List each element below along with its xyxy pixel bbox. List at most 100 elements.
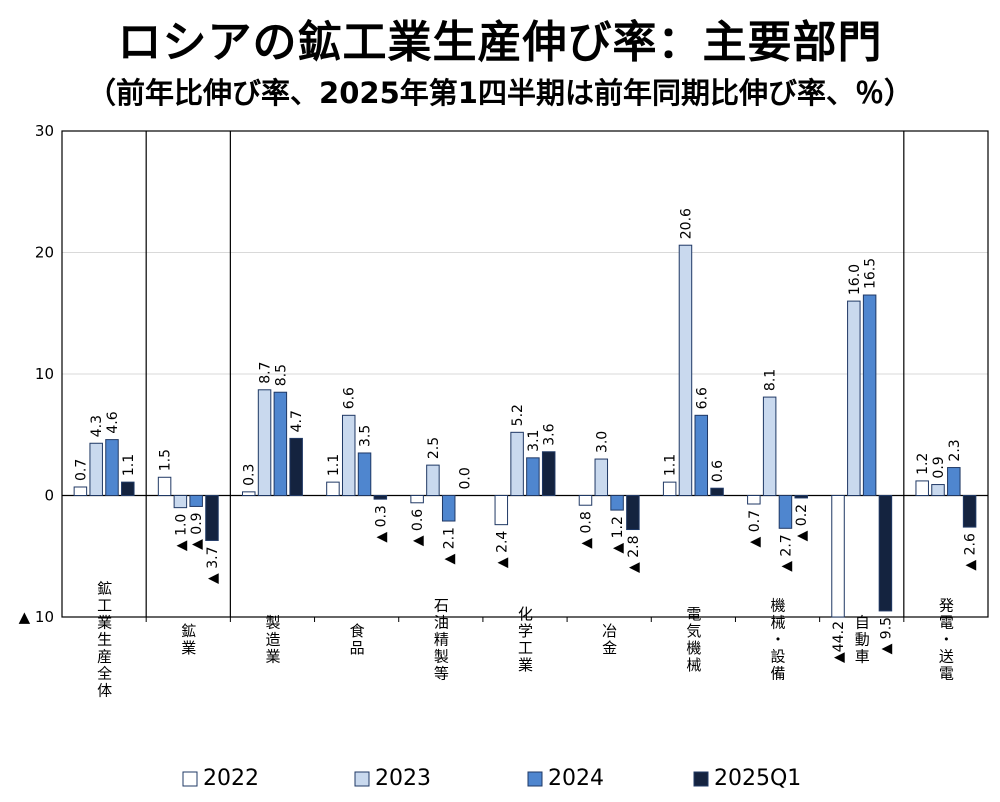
data-label: 4.6: [105, 411, 121, 433]
data-label: 0.6: [710, 460, 726, 482]
category-label: 製造業: [263, 615, 281, 666]
data-label: 8.1: [763, 369, 779, 391]
bar-2023-4: [426, 464, 440, 496]
data-label: 0.7: [73, 459, 89, 481]
data-label: 6.6: [342, 387, 358, 409]
bar-2024-4: [441, 495, 456, 522]
category-label: 食品: [348, 623, 366, 657]
data-label: ▲ 0.9: [189, 512, 205, 549]
y-tick-label: 30: [35, 122, 54, 140]
bar-2022-8: [747, 495, 761, 505]
data-label: 1.5: [158, 449, 174, 471]
bar-2025Q1-2: [289, 437, 303, 496]
category-label: 発電・送電: [937, 598, 955, 683]
category-label: 石油精製等: [432, 598, 450, 683]
data-label: ▲ 3.7: [205, 546, 221, 583]
bar-2024-3: [357, 452, 372, 497]
data-label: 3.5: [358, 425, 374, 447]
data-label: 8.7: [258, 362, 274, 384]
legend-label-2024: 2024: [548, 766, 604, 791]
bar-2022-1: [157, 476, 172, 496]
bar-2022-9: [831, 495, 845, 618]
bar-2022-10: [915, 480, 929, 497]
bar-2023-2: [257, 389, 272, 497]
data-label: 20.6: [678, 208, 694, 239]
bar-2023-0: [89, 442, 103, 497]
data-label: ▲ 2.4: [494, 531, 510, 569]
bar-2024-5: [526, 457, 540, 496]
data-label: 4.7: [289, 410, 305, 432]
data-label: 5.2: [510, 404, 526, 426]
bar-2025Q1-10: [962, 495, 977, 528]
data-label: 4.3: [89, 415, 105, 437]
bar-2024-9: [862, 294, 877, 496]
data-label: ▲ 0.2: [794, 504, 810, 541]
data-label: 1.1: [663, 454, 679, 476]
data-label: ▲ 1.0: [173, 514, 189, 551]
bar-2025Q1-8: [794, 495, 808, 499]
bar-2025Q1-3: [373, 495, 388, 500]
legend-swatch-2024: [527, 771, 543, 787]
data-label: ▲ 9.5: [878, 617, 894, 654]
bar-2024-10: [947, 467, 961, 496]
data-label: ▲ 1.2: [610, 516, 626, 553]
y-tick-label: 10: [35, 365, 54, 383]
data-label: 6.6: [694, 387, 710, 409]
bar-2024-6: [610, 495, 624, 511]
data-label: 16.5: [863, 258, 879, 289]
bar-2022-4: [410, 495, 424, 504]
data-label: 2.3: [947, 439, 963, 461]
data-label: 1.1: [326, 454, 342, 476]
bar-2022-5: [494, 495, 509, 526]
legend-label-2025Q1: 2025Q1: [714, 766, 801, 791]
bar-2023-7: [678, 244, 693, 496]
bar-2024-7: [694, 414, 709, 496]
data-label: 0.3: [242, 464, 258, 486]
bar-2025Q1-7: [710, 487, 724, 496]
bar-2022-7: [662, 481, 677, 497]
category-label: 鉱工業生産全体: [95, 580, 113, 700]
category-label: 鉱業: [179, 622, 197, 657]
data-label: ▲ 0.8: [578, 511, 594, 548]
category-label: 冶金: [600, 623, 618, 657]
data-label: 16.0: [847, 264, 863, 295]
data-label: ▲ 2.6: [963, 533, 979, 571]
bar-2023-6: [594, 458, 609, 496]
bar-2025Q1-9: [878, 495, 893, 612]
data-label: 1.1: [121, 454, 137, 476]
bar-2023-1: [173, 495, 188, 509]
bar-2022-2: [242, 491, 256, 497]
category-label: 電気機械: [684, 606, 702, 674]
data-label: ▲ 2.8: [626, 536, 642, 573]
data-label: 8.5: [273, 364, 289, 386]
data-label: 0.9: [931, 456, 947, 478]
data-label: ▲ 0.6: [410, 509, 426, 547]
category-label: 自動車: [853, 615, 871, 666]
legend-swatch-2025Q1: [693, 771, 709, 787]
bar-2024-8: [778, 495, 793, 529]
data-label: 0.0: [458, 467, 474, 489]
data-label: 1.2: [915, 453, 931, 475]
chart-subtitle: （前年比伸び率、2025年第1四半期は前年同期比伸び率、％）: [87, 76, 913, 110]
bar-2024-1: [189, 495, 203, 507]
bar-2023-3: [341, 414, 356, 496]
data-label: ▲ 0.3: [373, 505, 389, 542]
bar-2022-3: [326, 481, 340, 497]
data-label: 3.0: [594, 431, 610, 453]
bar-2024-0: [105, 439, 119, 496]
data-label: ▲ 0.7: [747, 510, 763, 547]
bar-2023-10: [931, 484, 945, 497]
chart-title: ロシアの鉱工業生産伸び率：主要部門: [117, 17, 883, 68]
legend-label-2022: 2022: [203, 766, 259, 791]
legend-swatch-2022: [182, 771, 198, 787]
data-label: 3.6: [542, 423, 558, 445]
plot-frame: [61, 130, 989, 618]
data-label: ▲ 2.1: [442, 527, 458, 564]
category-label: 化学工業: [516, 606, 534, 674]
bar-2023-9: [847, 300, 861, 496]
bar-2022-6: [578, 495, 593, 506]
data-label: 2.5: [426, 437, 442, 459]
legend-label-2023: 2023: [375, 766, 431, 791]
bar-2023-8: [762, 396, 777, 496]
